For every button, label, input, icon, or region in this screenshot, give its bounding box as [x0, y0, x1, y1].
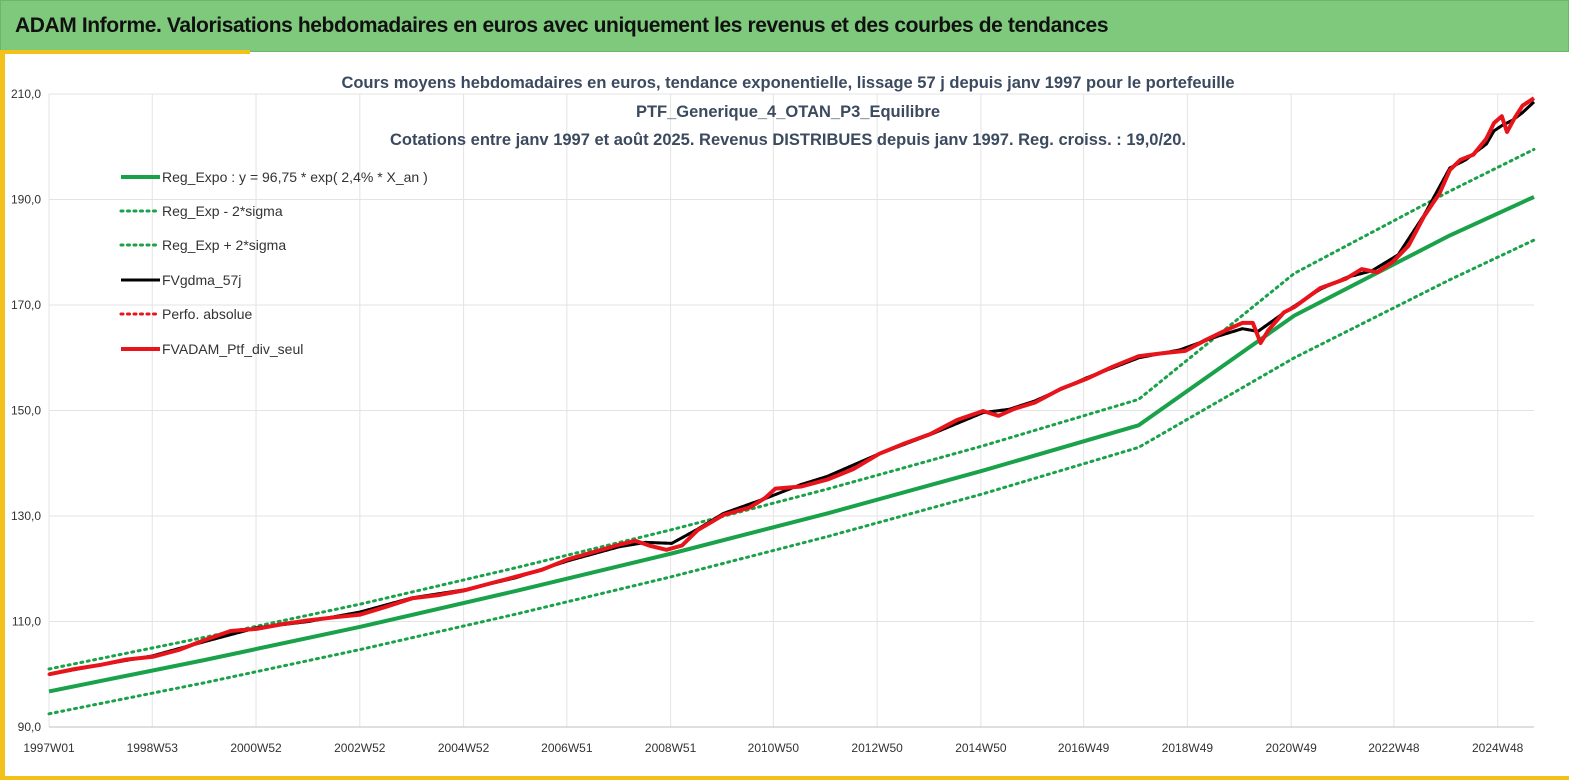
series-line-reg-expo-y-96-75-exp-2-4-x-an — [48, 195, 1535, 694]
report-banner: ADAM Informe. Valorisations hebdomadaire… — [0, 0, 1569, 52]
y-tick-label: 110,0 — [12, 615, 41, 629]
legend-label-fvgdma-57j: FVgdma_57j — [162, 272, 241, 288]
x-tick-label: 2022W48 — [1368, 741, 1420, 755]
y-tick-label: 90,0 — [18, 720, 42, 734]
series-line-fvgdma-57j — [48, 100, 1536, 676]
accent-bar-top — [0, 50, 250, 54]
y-tick-label: 210,0 — [11, 87, 41, 101]
axes: 90,0 110,0 130,0 150,0 170,0 190,0 210,0 1997W0… — [11, 87, 1534, 755]
y-tick-label: 150,0 — [11, 404, 41, 418]
series-line-perfo-absolue — [47, 100, 1536, 676]
x-tick-label: 2002W52 — [334, 741, 386, 755]
report-title: ADAM Informe. Valorisations hebdomadaire… — [15, 14, 1109, 37]
y-tick-label: 170,0 — [11, 298, 41, 312]
x-tick-label: 2020W49 — [1265, 741, 1317, 755]
gridlines — [48, 93, 1534, 728]
x-tick-label: 2024W48 — [1472, 741, 1524, 755]
x-tick-label: 2008W51 — [645, 741, 697, 755]
legend-label-reg-exp-2-sigma: Reg_Exp - 2*sigma — [162, 203, 283, 219]
series-line-fvadam-ptf-div-seul — [48, 96, 1536, 677]
legend-label-fvadam-ptf-div-seul: FVADAM_Ptf_div_seul — [162, 341, 303, 357]
series-lines — [47, 96, 1536, 716]
x-tick-label: 2006W51 — [541, 741, 593, 755]
chart-title-line: Cours moyens hebdomadaires en euros, ten… — [341, 74, 1234, 92]
legend: Reg_Expo : y = 96,75 * exp( 2,4% * X_an … — [119, 169, 428, 357]
chart-title-line: Cotations entre janv 1997 et août 2025. … — [390, 131, 1186, 149]
y-tick-label: 130,0 — [11, 509, 41, 523]
series-line-reg-exp-2-sigma — [47, 147, 1536, 671]
x-tick-label: 1998W53 — [127, 741, 179, 755]
accent-bar-left — [0, 50, 5, 776]
series-line-reg-exp-2-sigma — [47, 238, 1536, 716]
x-tick-label: 2012W50 — [851, 741, 903, 755]
x-tick-label: 2018W49 — [1162, 741, 1214, 755]
x-tick-label: 2014W50 — [955, 741, 1007, 755]
legend-label-perfo-absolue: Perfo. absolue — [162, 306, 252, 322]
x-tick-label: 2016W49 — [1058, 741, 1110, 755]
x-tick-label: 1997W01 — [23, 741, 75, 755]
y-tick-label: 190,0 — [11, 193, 41, 207]
chart-title-line: PTF_Generique_4_OTAN_P3_Equilibre — [636, 103, 940, 121]
x-tick-label: 2004W52 — [438, 741, 490, 755]
legend-label-reg-expo-y-96-75-exp-2-4-x-an: Reg_Expo : y = 96,75 * exp( 2,4% * X_an … — [162, 169, 428, 185]
accent-bar-bottom — [0, 776, 1569, 780]
x-tick-label: 2000W52 — [230, 741, 282, 755]
legend-label-reg-exp-2-sigma: Reg_Exp + 2*sigma — [162, 237, 286, 253]
x-tick-label: 2010W50 — [748, 741, 800, 755]
chart-title: Cours moyens hebdomadaires en euros, ten… — [341, 74, 1234, 149]
